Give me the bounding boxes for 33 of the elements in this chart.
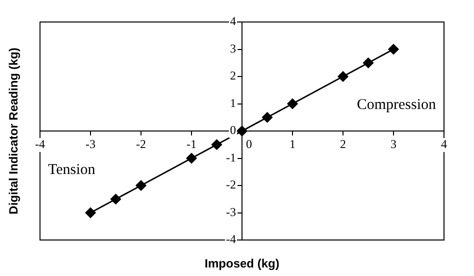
point	[287, 98, 298, 109]
x-tick-label: 3	[390, 137, 396, 152]
x-tick-label: -3	[86, 137, 96, 152]
point	[338, 71, 348, 82]
y-axis-title: Digital Indicator Reading (kg)	[6, 48, 20, 214]
y-tick-label: 1	[230, 96, 236, 110]
point	[136, 180, 146, 191]
point	[186, 153, 197, 164]
y-tick-label: 4	[230, 14, 236, 28]
y-tick-label: -2	[226, 178, 236, 192]
point	[236, 126, 248, 136]
y-tick-label: 0	[230, 123, 236, 138]
point	[212, 139, 222, 150]
annotation: Compression	[356, 96, 436, 113]
y-tick-label: 3	[230, 41, 236, 56]
x-axis-title: Imposed (kg)	[204, 256, 280, 270]
x-tick-label: 1	[290, 137, 296, 152]
point	[85, 208, 96, 218]
x-tick-label: 0	[246, 137, 252, 152]
y-tick-label: -4	[226, 232, 236, 246]
x-tick-label: -4	[35, 137, 45, 152]
point	[110, 194, 121, 204]
point	[363, 58, 374, 68]
x-tick-label: 4	[441, 137, 447, 152]
point	[388, 44, 399, 54]
x-tick-label: 2	[340, 137, 346, 152]
x-tick-label: -2	[136, 137, 146, 152]
y-tick-label: -1	[226, 150, 236, 164]
point	[262, 112, 272, 123]
y-tick-label: 2	[230, 68, 236, 83]
x-tick-label: -1	[186, 137, 196, 152]
y-tick-label: -3	[226, 204, 236, 219]
annotation: Tension	[48, 162, 96, 178]
